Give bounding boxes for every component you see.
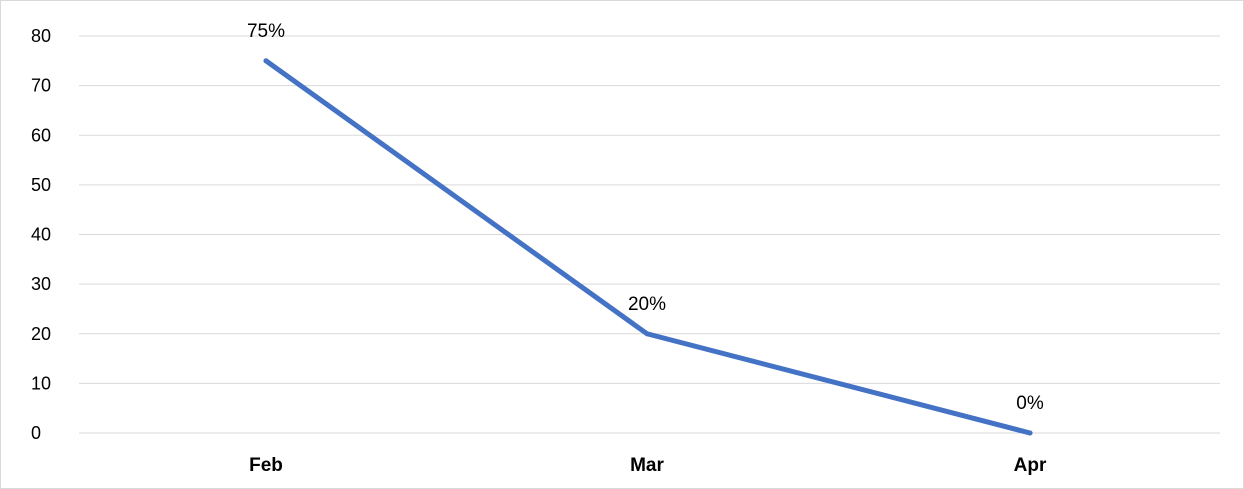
y-tick-label: 60 — [31, 125, 51, 145]
y-tick-label: 0 — [31, 423, 41, 443]
series-line — [263, 58, 1033, 436]
y-axis-tick-labels: 0 10 20 30 40 50 60 70 80 — [31, 26, 51, 443]
y-tick-label: 30 — [31, 274, 51, 294]
data-label: 20% — [628, 294, 666, 315]
data-point — [644, 331, 650, 337]
x-category-label: Feb — [249, 455, 283, 476]
data-labels: 75% 20% 0% — [247, 21, 1044, 414]
y-tick-label: 70 — [31, 76, 51, 96]
y-tick-label: 40 — [31, 225, 51, 245]
y-tick-label: 80 — [31, 26, 51, 46]
data-point — [263, 58, 269, 64]
y-tick-label: 50 — [31, 175, 51, 195]
gridlines — [79, 35, 1220, 434]
x-category-label: Apr — [1014, 455, 1047, 476]
data-label: 75% — [247, 21, 285, 42]
data-label: 0% — [1016, 393, 1044, 414]
x-axis-category-labels: Feb Mar Apr — [249, 455, 1047, 476]
x-category-label: Mar — [630, 455, 664, 476]
series-layer — [263, 58, 1033, 436]
y-tick-label: 20 — [31, 324, 51, 344]
data-point — [1027, 430, 1033, 436]
y-tick-label: 10 — [31, 373, 51, 393]
